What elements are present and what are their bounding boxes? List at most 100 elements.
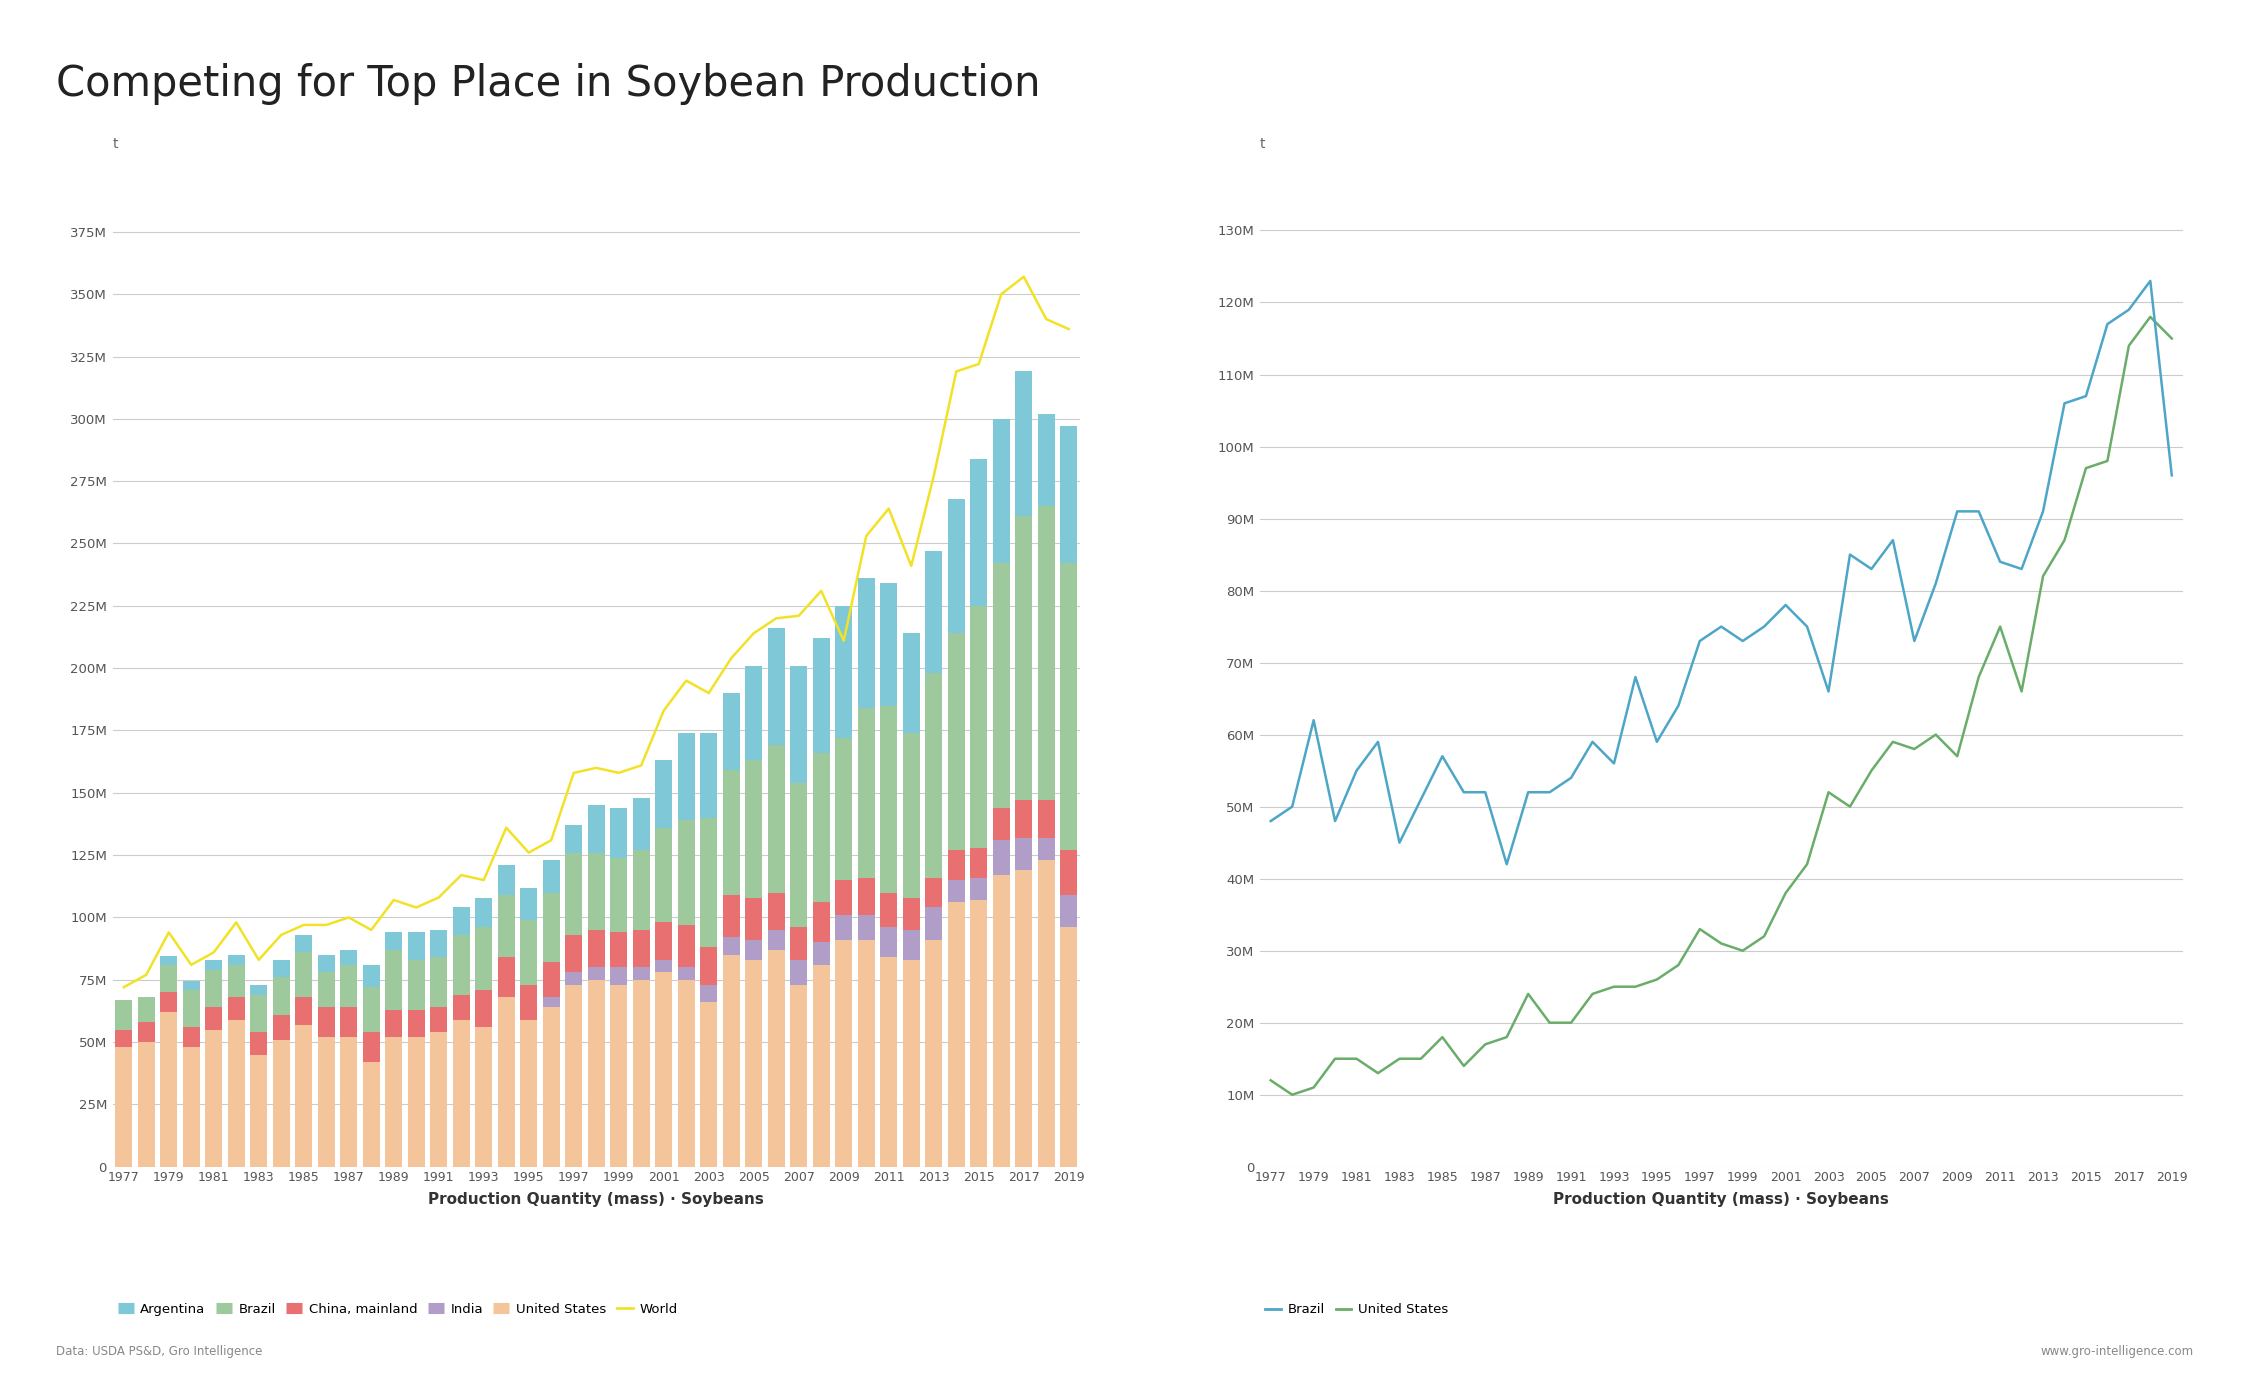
Text: www.gro-intelligence.com: www.gro-intelligence.com [2041, 1346, 2194, 1358]
Bar [475, 1026, 493, 1167]
Bar [497, 865, 515, 895]
Bar [655, 972, 673, 1167]
Brazil [1494, 1029, 1521, 1046]
Bar [542, 963, 560, 997]
Bar [587, 979, 605, 1167]
Bar [340, 965, 358, 1007]
Bar [610, 967, 628, 985]
Bar [835, 606, 853, 738]
Bar [655, 760, 673, 828]
Bar [902, 960, 920, 1167]
Bar [565, 972, 583, 985]
Bar [272, 1015, 290, 1039]
Bar [430, 957, 448, 1007]
Bar [767, 628, 785, 746]
Bar [182, 1026, 200, 1047]
United States [1685, 632, 1712, 649]
Bar [1037, 414, 1055, 506]
Bar [790, 783, 808, 928]
Bar [340, 1007, 358, 1038]
Bar [947, 881, 965, 903]
Brazil [1278, 1086, 1305, 1103]
Bar [835, 915, 853, 940]
United States [1258, 813, 1285, 829]
Bar [520, 920, 538, 985]
Bar [160, 965, 178, 992]
Brazil [1836, 799, 1863, 815]
Bar [1060, 928, 1078, 1167]
Bar [452, 907, 470, 935]
Bar [1015, 838, 1033, 870]
United States [1408, 792, 1436, 808]
Bar [385, 932, 403, 950]
Bar [700, 818, 718, 947]
Brazil [1600, 978, 1627, 995]
Bar [1015, 371, 1033, 517]
Bar [655, 922, 673, 960]
Brazil [1300, 1079, 1328, 1096]
United States [1922, 575, 1948, 592]
Bar [295, 935, 313, 953]
Bar [205, 960, 223, 970]
Brazil [1858, 763, 1886, 779]
Bar [857, 708, 875, 878]
Bar [475, 897, 493, 928]
Bar [565, 985, 583, 1167]
Bar [317, 1007, 335, 1038]
Bar [115, 1047, 133, 1167]
Bar [925, 907, 943, 940]
Brazil [1773, 885, 1800, 901]
Brazil [2115, 338, 2142, 354]
Bar [587, 806, 605, 853]
Brazil [2095, 453, 2122, 469]
Bar [812, 942, 830, 965]
Bar [520, 985, 538, 1020]
Bar [925, 551, 943, 674]
Bar [1060, 564, 1078, 850]
Bar [880, 583, 898, 706]
United States [1429, 747, 1456, 764]
Bar [407, 960, 425, 1010]
Bar [970, 878, 988, 900]
Bar [992, 564, 1010, 808]
Bar [227, 954, 245, 965]
Bar [295, 953, 313, 997]
Bar [767, 746, 785, 893]
Bar [385, 1038, 403, 1167]
Bar [632, 797, 650, 850]
Bar [475, 990, 493, 1026]
Brazil [1730, 942, 1757, 958]
Bar [880, 893, 898, 928]
United States [2095, 315, 2122, 332]
Brazil [1386, 1050, 1413, 1067]
United States [1494, 856, 1521, 872]
Bar [947, 850, 965, 881]
United States [2072, 388, 2099, 404]
Bar [160, 992, 178, 1013]
Bar [182, 990, 200, 1026]
Bar [362, 965, 380, 988]
United States [2138, 272, 2164, 289]
Bar [812, 965, 830, 1167]
United States [1364, 733, 1390, 750]
Bar [160, 956, 178, 965]
Bar [497, 957, 515, 997]
Bar [295, 1025, 313, 1167]
Bar [1037, 860, 1055, 1167]
United States [1622, 668, 1649, 685]
Bar [1015, 517, 1033, 800]
Bar [857, 915, 875, 940]
Bar [632, 929, 650, 967]
Brazil [2072, 460, 2099, 476]
Bar [655, 960, 673, 972]
Bar [362, 988, 380, 1032]
United States [1944, 503, 1971, 519]
United States [1321, 813, 1348, 829]
United States [2052, 394, 2079, 411]
Bar [1037, 800, 1055, 838]
Bar [250, 1054, 268, 1167]
Bar [902, 733, 920, 897]
Bar [632, 850, 650, 929]
Bar [137, 997, 155, 1022]
Legend: Argentina, Brazil, China, mainland, India, United States, World: Argentina, Brazil, China, mainland, Indi… [112, 1297, 682, 1321]
